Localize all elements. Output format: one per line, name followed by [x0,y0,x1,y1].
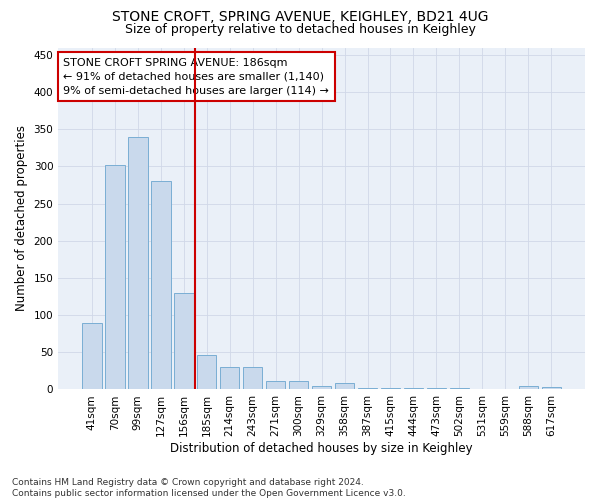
Bar [128,136,148,390]
Bar [151,182,170,390]
Text: STONE CROFT SPRING AVENUE: 186sqm
← 91% of detached houses are smaller (1,140)
9: STONE CROFT SPRING AVENUE: 186sqm ← 91% … [64,58,329,96]
Bar [82,322,101,390]
Bar [243,367,262,390]
Bar [542,387,561,390]
Bar [358,388,377,390]
Bar [335,383,355,390]
Bar [518,386,538,390]
Bar [289,380,308,390]
Bar [174,293,194,390]
Bar [427,388,446,390]
X-axis label: Distribution of detached houses by size in Keighley: Distribution of detached houses by size … [170,442,473,455]
Bar [381,388,400,390]
Text: Size of property relative to detached houses in Keighley: Size of property relative to detached ho… [125,22,475,36]
Y-axis label: Number of detached properties: Number of detached properties [15,126,28,312]
Text: STONE CROFT, SPRING AVENUE, KEIGHLEY, BD21 4UG: STONE CROFT, SPRING AVENUE, KEIGHLEY, BD… [112,10,488,24]
Bar [449,388,469,390]
Bar [404,388,423,390]
Bar [266,382,286,390]
Bar [197,354,217,390]
Text: Contains HM Land Registry data © Crown copyright and database right 2024.
Contai: Contains HM Land Registry data © Crown c… [12,478,406,498]
Bar [312,386,331,390]
Bar [105,165,125,390]
Bar [220,367,239,390]
Bar [473,388,492,390]
